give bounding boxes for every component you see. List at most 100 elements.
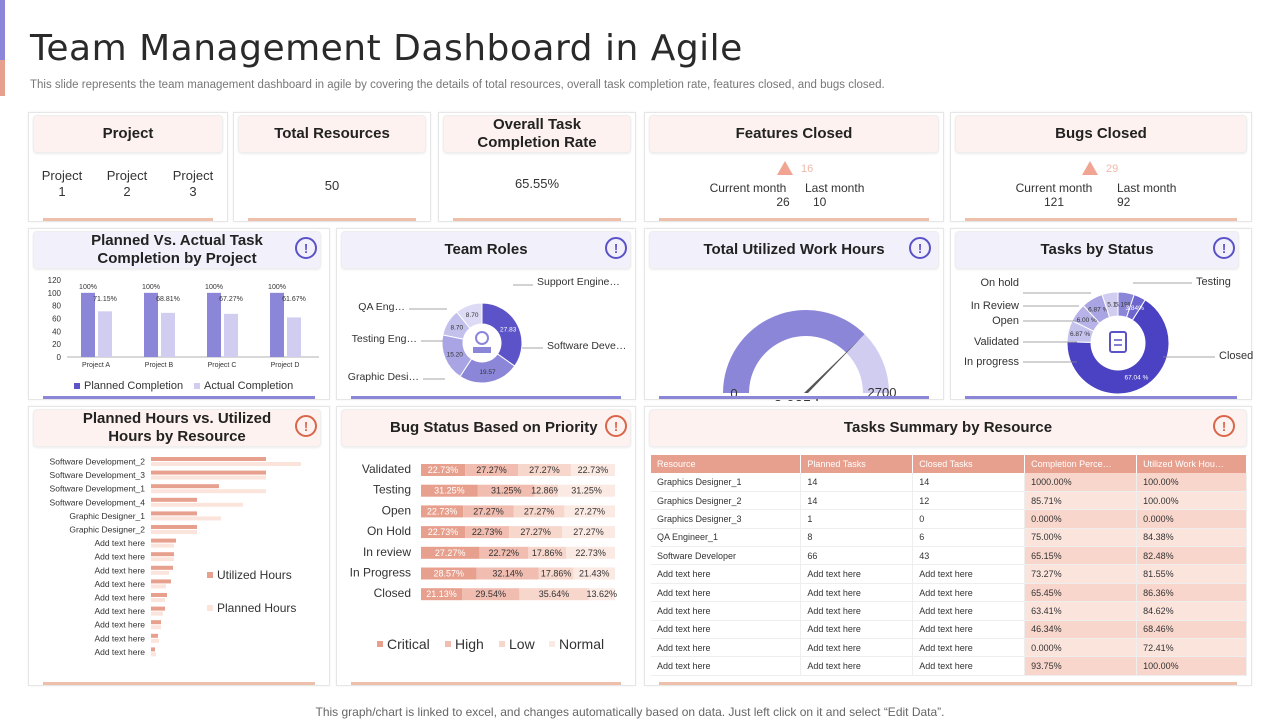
gauge-value-label: 2,025 hrs <box>774 397 837 401</box>
table-cell: 100.00% <box>1136 473 1247 492</box>
actual-bar <box>224 313 238 357</box>
actual-label: 67.27% <box>219 296 243 303</box>
bug-status-label: Closed <box>374 586 411 600</box>
table-row: Add text here Add text here Add text here 7… <box>651 564 1247 584</box>
bug-status-panel: Bug Status Based on Priority ! Validated… <box>336 406 636 686</box>
planned-bar <box>207 292 221 357</box>
table-cell: 100.00% <box>1136 656 1247 676</box>
planned-hours-bar <box>151 462 301 466</box>
work-hours-title: Total Utilized Work Hours <box>649 231 939 269</box>
resource-label: Add text here <box>94 552 145 562</box>
bug-status-label: In Progress <box>350 566 411 580</box>
info-icon[interactable]: ! <box>1213 237 1235 259</box>
resource-label: Software Development_1 <box>50 484 146 494</box>
column-header: Resource <box>651 455 802 473</box>
gauge-remaining-arc <box>846 334 889 393</box>
bugs-last-label: Last month <box>1117 181 1177 195</box>
table-cell: 86.36% <box>1136 583 1247 603</box>
features-last-label: Last month <box>805 181 865 195</box>
team-role-label: QA Eng… <box>358 301 405 313</box>
utilized-hours-bar <box>151 565 173 570</box>
info-icon[interactable]: ! <box>605 237 627 259</box>
table-row: Graphics Designer_2 14 12 85.71% 100.00% <box>651 491 1247 511</box>
info-icon[interactable]: ! <box>909 237 931 259</box>
info-icon[interactable]: ! <box>295 237 317 259</box>
bug-segment <box>421 546 480 559</box>
utilized-hours-bar <box>151 620 161 625</box>
table-row: Graphics Designer_3 1 0 0.000% 0.000% <box>651 509 1247 529</box>
team-role-label: Support Engine… <box>537 276 620 288</box>
bug-segment-label: 22.73% <box>575 548 606 558</box>
bug-segment-label: 31.25% <box>571 486 602 496</box>
bug-segment <box>570 464 615 476</box>
planned-hours-bar <box>151 638 159 643</box>
table-cell: 46.34% <box>1024 620 1138 640</box>
bug-segment-label: 27.27% <box>435 548 466 558</box>
planned-label: 100% <box>268 284 286 291</box>
bug-segment <box>476 567 539 580</box>
info-icon[interactable]: ! <box>605 415 627 437</box>
planned-hours-bar <box>151 625 161 630</box>
resource-label: Add text here <box>94 633 145 643</box>
x-tick-label: Project B <box>145 362 174 369</box>
column-header: Utilized Work Hou… <box>1136 455 1247 473</box>
bug-segment-label: 35.64% <box>539 589 570 599</box>
features-delta: 16 <box>801 163 814 175</box>
bug-segment-label: 22.73% <box>427 506 458 516</box>
table-cell: Add text here <box>800 583 914 603</box>
table-row: Add text here Add text here Add text here 0… <box>651 638 1247 658</box>
bug-segment-label: 21.43% <box>579 569 610 579</box>
bug-segment <box>421 526 466 539</box>
table-cell: 93.75% <box>1024 656 1138 676</box>
kpi-bugs-card: Bugs Closed 29 Current month 121 Last mo… <box>950 112 1252 222</box>
actual-label: 71.15% <box>93 296 117 303</box>
features-current-value: 26 <box>776 195 790 209</box>
table-cell: 14 <box>800 491 914 511</box>
tasks-status-chart: 67.04 % Closed 6.87 % In progress 6.00 % Vali… <box>964 276 1253 395</box>
table-cell: 84.38% <box>1136 528 1247 548</box>
legend-utilized: Utilized Hours <box>207 568 292 582</box>
utilized-hours-bar <box>151 593 167 597</box>
team-gear-icon <box>475 331 489 345</box>
gauge-min-label: 0 <box>730 386 737 401</box>
bug-segment-label: 12.86% <box>531 486 562 496</box>
planned-hours-bar <box>151 598 165 602</box>
bug-segment-label: 31.25% <box>434 486 465 496</box>
bug-segment <box>421 567 477 580</box>
utilized-hours-bar <box>151 470 266 475</box>
planned-hours-bar <box>151 652 156 657</box>
bug-segment <box>558 484 615 497</box>
status-value: 5.19% <box>1115 302 1134 309</box>
legend-normal: Normal <box>549 636 604 652</box>
y-tick-label: 20 <box>52 340 61 349</box>
gauge-needle <box>804 338 861 393</box>
bug-segment <box>538 567 574 580</box>
resource-label: Add text here <box>94 647 145 657</box>
table-cell: 14 <box>912 473 1026 492</box>
bug-segment-label: 27.27% <box>476 465 507 475</box>
table-cell: 1000.00% <box>1024 473 1138 492</box>
team-role-value: 27.83 <box>500 326 517 333</box>
info-icon[interactable]: ! <box>1213 415 1235 437</box>
bug-segment <box>465 464 518 476</box>
bug-segment <box>509 526 563 539</box>
tasks-status-title: Tasks by Status <box>955 231 1239 269</box>
table-row: Add text here Add text here Add text here 6… <box>651 583 1247 603</box>
bugs-last-value: 92 <box>1117 195 1131 209</box>
team-roles-title: Team Roles <box>341 231 631 269</box>
bug-segment-label: 17.86% <box>541 569 572 579</box>
utilized-hours-bar <box>151 538 176 543</box>
team-role-label: Testing Eng… <box>352 333 417 345</box>
bug-segment <box>588 588 615 601</box>
table-row: Add text here Add text here Add text here 6… <box>651 601 1247 621</box>
info-icon[interactable]: ! <box>295 415 317 437</box>
page-subtitle: This slide represents the team managemen… <box>30 79 885 91</box>
actual-bar <box>287 317 301 357</box>
status-label: Testing <box>1196 276 1231 288</box>
table-row: Graphics Designer_1 14 14 1000.00% 100.00% <box>651 473 1247 492</box>
resource-label: Add text here <box>94 579 145 589</box>
bug-segment-label: 29.54% <box>475 589 506 599</box>
bug-segment <box>421 588 463 601</box>
planned-hours-bar <box>151 557 174 562</box>
resource-label: Add text here <box>94 593 145 603</box>
